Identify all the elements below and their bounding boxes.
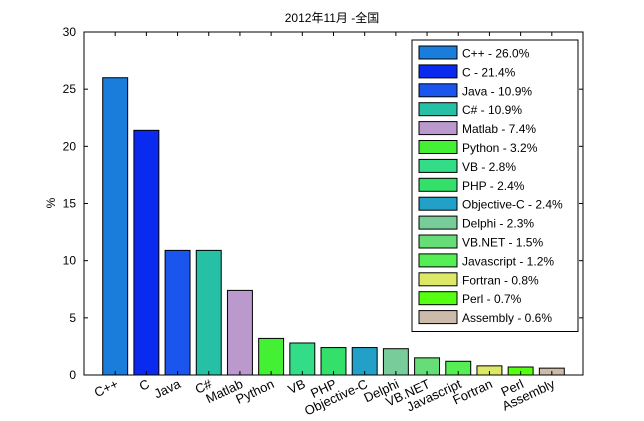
bar-php [320,347,347,376]
legend-swatch [418,45,458,60]
legend-swatch [418,272,458,287]
legend-label: C - 21.4% [462,65,516,79]
y-axis-label: % [44,197,58,208]
legend-swatch [418,177,458,192]
legend-swatch [418,64,458,79]
legend-label: Objective-C - 2.4% [462,198,563,212]
legend-label: Javascript - 1.2% [462,254,554,268]
bar-c [133,129,160,376]
legend-swatch [418,310,458,325]
x-tick-label: VB [286,376,308,397]
legend-swatch [418,234,458,249]
legend-swatch [418,102,458,117]
x-tick-label: C [137,376,152,394]
legend-label: Python - 3.2% [462,141,538,155]
y-tick-label: 0 [69,368,76,382]
legend-swatch [418,253,458,268]
x-tick-label: Java [152,376,184,402]
bar-vb [289,342,316,376]
legend-label: Delphi - 2.3% [462,217,534,231]
legend-label: C++ - 26.0% [462,47,530,61]
bars-group [102,77,565,376]
bar-objective-c [351,347,378,376]
legend-label: Matlab - 7.4% [462,122,536,136]
legend-label: C# - 10.9% [462,103,522,117]
bar-c- [102,77,129,376]
legend-swatch [418,158,458,173]
legend-label: Perl - 0.7% [462,292,522,306]
legend-swatch [418,215,458,230]
x-tick-label: C++ [92,376,121,400]
legend-swatch [418,121,458,136]
y-tick-label: 15 [63,197,77,211]
legend-label: Java - 10.9% [462,84,532,98]
bar-java [164,249,191,376]
legend-swatch [418,291,458,306]
bar-c- [195,249,222,376]
y-tick-label: 20 [63,139,77,153]
legend-label: Fortran - 0.8% [462,273,539,287]
bar-delphi [382,348,409,376]
legend: C++ - 26.0% C - 21.4% Java - 10.9% C# - 10.… [411,39,579,332]
chart-title: 2012年11月 -全国 [285,10,379,25]
legend-label: VB.NET - 1.5% [462,236,543,250]
bar-matlab [226,289,253,376]
legend-swatch [418,140,458,154]
y-tick-label: 25 [63,82,77,96]
legend-swatch [418,196,458,211]
legend-label: PHP - 2.4% [462,179,525,193]
bar-python [258,337,285,376]
legend-label: Assembly - 0.6% [462,311,552,325]
x-tick-label: C# [193,376,215,397]
legend-label: VB - 2.8% [462,160,516,174]
y-tick-label: 30 [63,25,77,39]
y-tick-label: 10 [63,254,77,268]
y-tick-label: 5 [69,311,76,325]
legend-swatch [418,83,458,98]
